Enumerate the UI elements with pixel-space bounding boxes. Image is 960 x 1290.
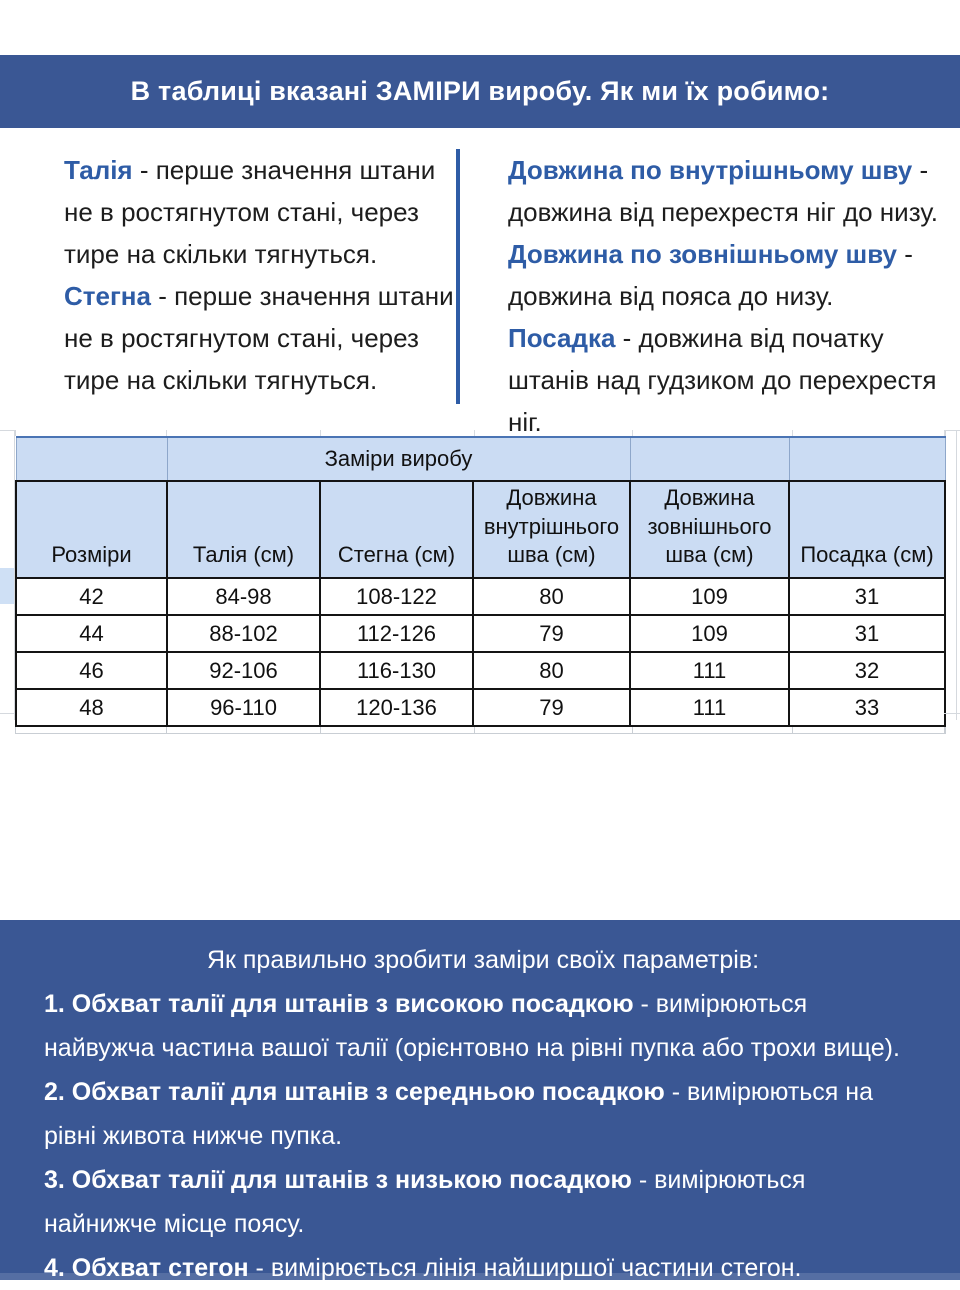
gridline-stub <box>0 430 15 431</box>
instructions-title: Як правильно зробити заміри своїх параме… <box>206 946 760 974</box>
size-table-region: Заміри виробу Розміри Талія (см) Стегна (с… <box>0 430 960 734</box>
table-cell: 109 <box>629 577 790 616</box>
definition-text: - довжина від пояса до низу. <box>508 239 913 311</box>
spreadsheet-gridrow-below <box>15 727 946 734</box>
spreadsheet-gridline-right <box>956 430 957 720</box>
table-cell: 92-106 <box>166 651 321 690</box>
table-cell: 80 <box>472 651 631 690</box>
column-header: Довжина зовнішнього шва (см) <box>629 480 790 579</box>
table-cell: 48 <box>15 688 168 727</box>
definition-paragraph: Стегна - перше значення штани не в ростя… <box>64 275 462 401</box>
table-cell: 112-126 <box>319 614 474 653</box>
definitions-right-column: Довжина по внутрішньому шву - довжина ві… <box>508 149 960 437</box>
table-header-row: Розміри Талія (см) Стегна (см) Довжина внут… <box>15 480 946 579</box>
page-title: В таблиці вказані ЗАМІРИ виробу. Як ми ї… <box>130 76 830 106</box>
table-cell: 108-122 <box>319 577 474 616</box>
gridline-stub <box>0 713 15 714</box>
table-merged-header: Заміри виробу <box>166 436 631 482</box>
instruction-item: 3. Обхват талії для штанів з низькою пос… <box>44 1158 922 1246</box>
column-header: Стегна (см) <box>319 480 474 579</box>
empty-cell <box>629 436 790 482</box>
table-cell: 109 <box>629 614 790 653</box>
table-cell: 111 <box>629 688 790 727</box>
definition-term: Довжина по зовнішньому шву <box>508 239 897 269</box>
instructions-section: Як правильно зробити заміри своїх параме… <box>0 920 960 1282</box>
table-cell: 84-98 <box>166 577 321 616</box>
table-row: 42 84-98 108-122 80 109 31 <box>15 577 946 616</box>
table-cell: 44 <box>15 614 168 653</box>
instruction-item-text: - вимірюється лінія найширшої частини ст… <box>248 1254 802 1282</box>
table-cell: 31 <box>788 577 946 616</box>
empty-cell <box>15 436 168 482</box>
table-row: 46 92-106 116-130 80 111 32 <box>15 651 946 690</box>
size-table: Заміри виробу Розміри Талія (см) Стегна (с… <box>15 436 946 727</box>
definition-term: Довжина по внутрішньому шву <box>508 155 913 185</box>
table-cell: 88-102 <box>166 614 321 653</box>
definition-paragraph: Довжина по внутрішньому шву - довжина ві… <box>508 149 960 233</box>
bottom-edge-strip <box>0 1273 960 1280</box>
definition-term: Стегна <box>64 281 151 311</box>
table-cell: 111 <box>629 651 790 690</box>
definition-paragraph: Посадка - довжина від початку штанів над… <box>508 317 960 443</box>
table-cell: 33 <box>788 688 946 727</box>
definition-paragraph: Талія - перше значення штани не в ростяг… <box>64 149 462 275</box>
instruction-item-label: 3. Обхват талії для штанів з низькою пос… <box>44 1166 632 1194</box>
table-cell: 42 <box>15 577 168 616</box>
table-cell: 46 <box>15 651 168 690</box>
column-header: Талія (см) <box>166 480 321 579</box>
instruction-item-label: 1. Обхват талії для штанів з високою пос… <box>44 990 634 1018</box>
table-cell: 80 <box>472 577 631 616</box>
column-header: Розміри <box>15 480 168 579</box>
spreadsheet-gridline-left <box>14 430 15 720</box>
definition-text: - перше значення штани не в ростягнутом … <box>64 155 436 269</box>
table-cell: 116-130 <box>319 651 474 690</box>
table-cell: 96-110 <box>166 688 321 727</box>
instruction-item: 4. Обхват стегон - вимірюється лінія най… <box>44 1246 922 1290</box>
definitions-left-column: Талія - перше значення штани не в ростяг… <box>64 149 462 404</box>
spreadsheet-gridrow-above <box>15 430 946 436</box>
table-body: 42 84-98 108-122 80 109 31 44 88-102 112-126 79 10… <box>15 577 946 727</box>
definitions-section: Талія - перше значення штани не в ростяг… <box>64 149 940 437</box>
definition-term: Посадка <box>508 323 616 353</box>
empty-cell <box>788 436 946 482</box>
table-cell: 79 <box>472 688 631 727</box>
instruction-item: 2. Обхват талії для штанів з середньою п… <box>44 1070 922 1158</box>
instruction-item-text: - вимірюються на рівні живота нижче пупк… <box>44 1078 873 1150</box>
table-cell: 31 <box>788 614 946 653</box>
instruction-item: 1. Обхват талії для штанів з високою пос… <box>44 982 922 1070</box>
definition-paragraph: Довжина по зовнішньому шву - довжина від… <box>508 233 960 317</box>
definition-term: Талія <box>64 155 133 185</box>
table-row: 44 88-102 112-126 79 109 31 <box>15 614 946 653</box>
instruction-item-text: - вимірюються найвужча частина вашої тал… <box>44 990 900 1062</box>
table-cell: 120-136 <box>319 688 474 727</box>
header-banner: В таблиці вказані ЗАМІРИ виробу. Як ми ї… <box>0 55 960 128</box>
definition-text: - перше значення штани не в ростягнутом … <box>64 281 454 395</box>
row-header-highlight <box>0 568 14 604</box>
instruction-item-label: 4. Обхват стегон <box>44 1254 249 1282</box>
gridline-stub <box>944 430 960 431</box>
table-merged-row: Заміри виробу <box>15 436 946 482</box>
vertical-divider <box>456 149 460 404</box>
gridline-stub <box>944 713 960 714</box>
table-row: 48 96-110 120-136 79 111 33 <box>15 688 946 727</box>
instruction-item-label: 2. Обхват талії для штанів з середньою п… <box>44 1078 665 1106</box>
definition-text: - довжина від початку штанів над гудзико… <box>508 323 937 437</box>
instruction-item-text: - вимірюються найнижче місце поясу. <box>44 1166 806 1238</box>
column-header: Довжина внутрішнього шва (см) <box>472 480 631 579</box>
instructions-list: 1. Обхват талії для штанів з високою пос… <box>44 982 922 1290</box>
table-cell: 79 <box>472 614 631 653</box>
table-cell: 32 <box>788 651 946 690</box>
column-header: Посадка (см) <box>788 480 946 579</box>
definition-text: - довжина від перехрестя ніг до низу. <box>508 155 938 227</box>
